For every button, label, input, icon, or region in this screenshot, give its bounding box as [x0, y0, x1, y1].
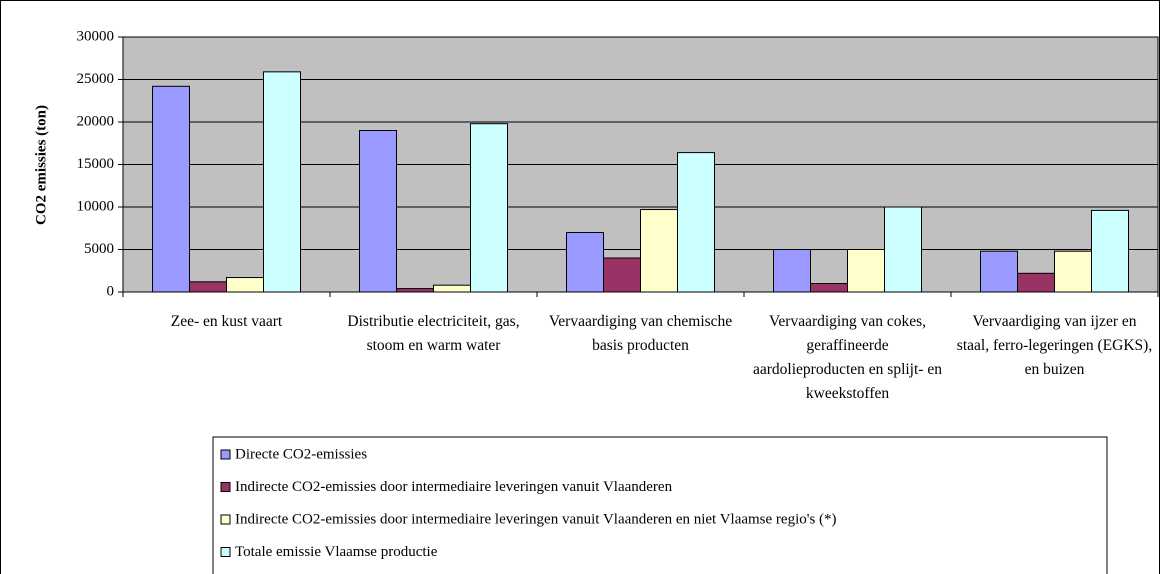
bar — [359, 130, 397, 293]
legend-label: Directe CO2-emissies — [235, 446, 367, 462]
y-tick-label: 15000 — [77, 156, 115, 172]
bar — [980, 250, 1018, 293]
bar — [847, 249, 885, 293]
y-tick-label: 30000 — [77, 28, 115, 44]
legend-swatch — [220, 449, 231, 460]
bar — [884, 206, 922, 293]
y-tick-label: 10000 — [77, 198, 115, 214]
bar — [433, 284, 471, 293]
bar — [1017, 272, 1055, 293]
x-tick-label: Distributie electriciteit, gas, stoom en… — [347, 313, 520, 354]
y-axis-label: CO2 emissies (ton) — [33, 105, 49, 225]
x-tick-label: Vervaardiging van ijzer en staal, ferro-… — [956, 313, 1153, 378]
legend-swatch — [220, 514, 231, 525]
bar — [810, 283, 848, 293]
bar — [396, 288, 434, 293]
bar — [1091, 209, 1129, 293]
bar — [603, 257, 641, 293]
bar — [263, 71, 301, 293]
legend-swatch — [220, 547, 231, 557]
legend-label: Totale emissie Vlaamse productie — [235, 544, 438, 560]
bar — [773, 249, 811, 293]
y-tick-label: 5000 — [84, 241, 114, 257]
x-tick-label: Zee- en kust vaart — [170, 313, 283, 330]
y-tick-label: 20000 — [77, 113, 115, 129]
x-tick-label: Vervaardiging van chemische basis produc… — [548, 313, 733, 354]
bar — [189, 281, 227, 293]
bar — [1054, 250, 1092, 293]
legend-label: Indirecte CO2-emissies door intermediair… — [235, 479, 673, 495]
legend-swatch — [220, 482, 231, 492]
x-tick-label: Vervaardiging van cokes, geraffineerde a… — [753, 313, 942, 402]
bar — [640, 209, 678, 293]
y-tick-label: 0 — [107, 283, 115, 299]
bar — [226, 277, 264, 293]
legend-label: Indirecte CO2-emissies door intermediair… — [235, 511, 837, 527]
legend-box — [212, 436, 1108, 574]
bar — [677, 152, 715, 293]
bar — [566, 232, 604, 293]
y-tick-label: 25000 — [77, 71, 115, 87]
bar — [470, 123, 508, 293]
bar — [152, 85, 190, 293]
